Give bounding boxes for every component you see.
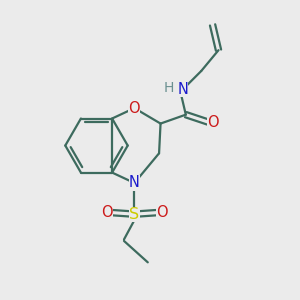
Text: O: O	[207, 115, 218, 130]
Text: N: N	[177, 82, 188, 97]
Text: H: H	[164, 81, 174, 95]
Text: O: O	[101, 205, 113, 220]
Text: O: O	[156, 205, 168, 220]
Text: S: S	[129, 207, 140, 222]
Text: O: O	[129, 100, 140, 116]
Text: N: N	[129, 176, 140, 190]
